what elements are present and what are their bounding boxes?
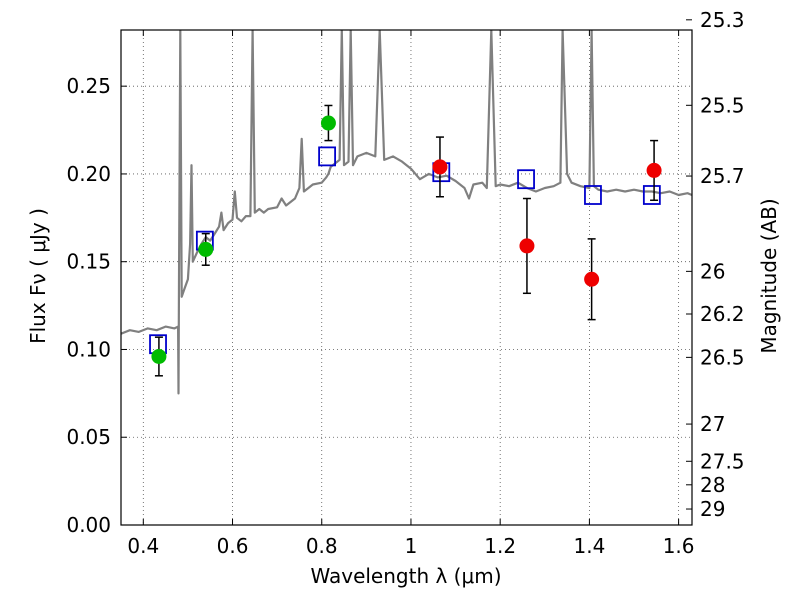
- mag-tick-label-0: 25.3: [700, 8, 745, 32]
- model-photometry-square-5: [584, 185, 602, 205]
- mag-tick-label-6: 27: [700, 412, 725, 436]
- tick-layer: 0.4 0.6 0.8 1 1.2 1.4 1.6 0.00 0.05 0.10 0.15 0.20 0…: [66, 8, 744, 558]
- data-point-red-0: [432, 159, 448, 175]
- plot-frame: [120, 29, 693, 526]
- mag-tick-label-5: 26.5: [700, 345, 745, 369]
- marker-layer: [149, 104, 662, 377]
- y-tick-label-1: 0.05: [66, 425, 111, 449]
- y-axis-right-label: Magnitude (AB): [757, 198, 781, 353]
- x-tick-label-6: 1.6: [663, 534, 695, 558]
- mag-tick-label-2: 25.7: [700, 164, 745, 188]
- mag-tick-label-8: 28: [700, 473, 725, 497]
- y-axis-label: Flux Fν ( μJy ): [26, 208, 50, 344]
- data-point-green-2: [320, 115, 336, 131]
- y-tick-label-5: 0.25: [66, 74, 111, 98]
- model-photometry-square-2: [318, 146, 336, 167]
- model-photometry-square-6: [642, 185, 661, 205]
- mag-tick-label-4: 26.2: [700, 302, 745, 326]
- x-tick-label-2: 0.8: [306, 534, 338, 558]
- data-point-red-1: [519, 238, 535, 254]
- x-tick-label-4: 1.2: [484, 534, 516, 558]
- data-point-green-0: [151, 348, 167, 364]
- x-tick-label-3: 1: [405, 534, 418, 558]
- y-tick-label-3: 0.15: [66, 250, 111, 274]
- x-axis-label: Wavelength λ (μm): [310, 564, 501, 588]
- data-point-red-2: [584, 271, 600, 287]
- x-tick-label-5: 1.4: [573, 534, 605, 558]
- data-point-green-1: [198, 241, 214, 257]
- x-tick-label-0: 0.4: [127, 534, 159, 558]
- spectrum-layer: [121, 30, 692, 395]
- mag-tick-label-7: 27.5: [700, 449, 745, 473]
- data-point-red-3: [646, 162, 662, 178]
- mag-tick-label-1: 25.5: [700, 93, 745, 117]
- y-tick-label-0: 0.00: [66, 513, 111, 537]
- x-tick-label-1: 0.6: [217, 534, 249, 558]
- y-tick-label-4: 0.20: [66, 162, 111, 186]
- grid: [121, 30, 692, 526]
- model-photometry-square-4: [517, 169, 535, 190]
- y-tick-label-2: 0.10: [66, 337, 111, 361]
- mag-tick-label-9: 29: [700, 497, 725, 521]
- spectrum-line: [121, 30, 692, 395]
- mag-tick-label-3: 26: [700, 259, 725, 283]
